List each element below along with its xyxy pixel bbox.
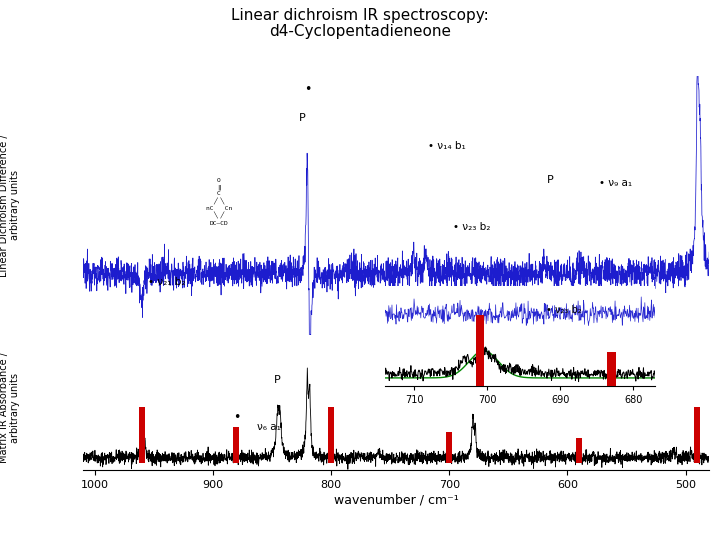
Bar — [139, 407, 145, 463]
Text: Linear Dichroism Difference /
arbitrary units: Linear Dichroism Difference / arbitrary … — [0, 134, 20, 276]
Bar — [328, 407, 334, 463]
Text: d4-Cyclopentadieneone: d4-Cyclopentadieneone — [269, 24, 451, 39]
Text: • ν₉ a₁: • ν₉ a₁ — [599, 178, 632, 188]
Text: P: P — [547, 175, 554, 185]
Text: O
‖
C
╱ ╲
nC   Cn
╲ ╱
DC—CD: O ‖ C ╱ ╲ nC Cn ╲ ╱ DC—CD — [206, 178, 232, 226]
Text: •: • — [304, 83, 311, 96]
Text: • ν₂₃ b₂: • ν₂₃ b₂ — [453, 222, 490, 233]
Text: Matrix IR Absorbance /
arbitrary units: Matrix IR Absorbance / arbitrary units — [0, 352, 20, 463]
Text: •: • — [233, 410, 240, 423]
Bar — [576, 438, 582, 463]
Bar — [446, 432, 452, 463]
Text: P: P — [299, 113, 306, 123]
Text: Linear dichroism IR spectroscopy:: Linear dichroism IR spectroscopy: — [231, 8, 489, 23]
Text: ν₆ a₁: ν₆ a₁ — [256, 422, 280, 431]
Text: • ν₂₃ b₂: • ν₂₃ b₂ — [546, 306, 581, 315]
Bar — [233, 427, 240, 463]
Bar — [607, 352, 616, 386]
Text: P: P — [274, 375, 281, 384]
Text: • ν₁₄ b₁: • ν₁₄ b₁ — [428, 140, 466, 151]
Text: • ν₂₁ b₂: • ν₂₁ b₂ — [148, 277, 185, 287]
Bar — [476, 315, 485, 386]
Bar — [694, 407, 701, 463]
X-axis label: wavenumber / cm⁻¹: wavenumber / cm⁻¹ — [333, 494, 459, 507]
